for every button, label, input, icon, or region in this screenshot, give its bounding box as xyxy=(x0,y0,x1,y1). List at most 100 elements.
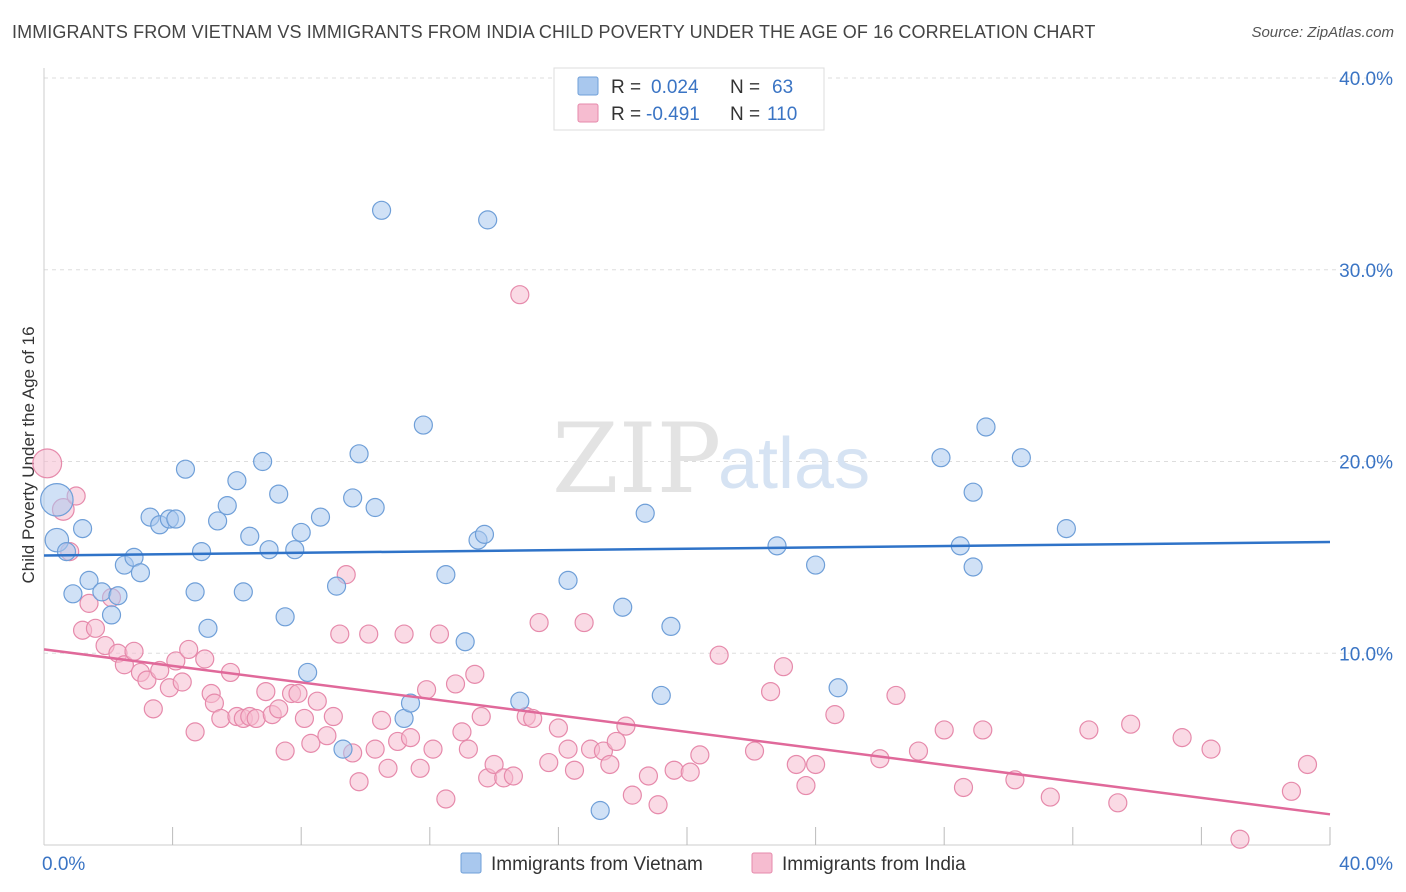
india-point-59 xyxy=(458,739,478,759)
india-point-66 xyxy=(510,285,530,305)
bottom-legend-label-india: Immigrants from India xyxy=(782,854,966,875)
chart-source: Source: ZipAtlas.com xyxy=(1251,24,1394,41)
india-point-45 xyxy=(359,624,379,644)
india-point-44 xyxy=(349,772,369,792)
india-point-55 xyxy=(429,624,450,644)
india-point-68 xyxy=(523,708,543,729)
india-point-96 xyxy=(908,741,929,761)
vietnam-point-41 xyxy=(413,415,433,435)
vietnam-point-2 xyxy=(56,542,77,562)
india-point-0 xyxy=(32,448,63,479)
bottom-legend-swatch-india xyxy=(751,852,773,874)
india-point-78 xyxy=(606,731,626,752)
india-point-79 xyxy=(616,716,636,736)
vietnam-point-23 xyxy=(233,582,253,602)
india-point-39 xyxy=(317,726,337,746)
india-point-50 xyxy=(394,624,414,644)
india-point-54 xyxy=(423,739,443,759)
vietnam-point-28 xyxy=(275,607,295,627)
legend-n-label-vietnam: N = xyxy=(730,77,760,98)
vietnam-point-4 xyxy=(79,570,99,590)
watermark-atlas: atlas xyxy=(718,424,870,504)
india-point-103 xyxy=(1108,793,1128,813)
india-point-52 xyxy=(410,758,430,778)
india-point-98 xyxy=(953,777,974,798)
vietnam-point-56 xyxy=(828,678,848,698)
india-point-72 xyxy=(558,739,578,759)
vietnam-point-40 xyxy=(400,693,421,713)
vietnam-point-18 xyxy=(191,542,212,562)
india-point-87 xyxy=(744,741,765,761)
legend-n-value-india: 110 xyxy=(767,104,797,125)
legend-swatch-india xyxy=(577,103,599,123)
india-point-102 xyxy=(1079,720,1099,740)
india-point-73 xyxy=(564,760,585,780)
india-point-14 xyxy=(143,699,163,719)
india-point-35 xyxy=(288,683,308,704)
legend-r-label-vietnam: R = xyxy=(611,77,641,98)
y-tick-label-1: 20.0% xyxy=(1339,453,1393,474)
vietnam-point-45 xyxy=(474,524,495,544)
trend-lines xyxy=(43,540,1331,816)
india-point-13 xyxy=(137,670,157,690)
legend-swatch-vietnam xyxy=(577,76,599,96)
vietnam-point-60 xyxy=(963,557,983,577)
vietnam-point-36 xyxy=(349,444,369,464)
vietnam-point-0 xyxy=(40,483,74,517)
india-point-91 xyxy=(796,775,816,796)
india-point-77 xyxy=(600,754,620,775)
series-legend: Immigrants from Vietnam Immigrants from … xyxy=(460,852,966,875)
vietnam-point-46 xyxy=(478,210,498,230)
india-point-105 xyxy=(1172,728,1192,748)
india-point-51 xyxy=(400,728,421,748)
y-tick-label-2: 30.0% xyxy=(1339,261,1393,282)
vietnam-point-47 xyxy=(510,691,530,711)
y-tick-label-3: 40.0% xyxy=(1339,69,1393,90)
india-point-97 xyxy=(934,720,954,740)
india-point-63 xyxy=(484,754,504,775)
vietnam-point-21 xyxy=(217,496,237,516)
vietnam-point-37 xyxy=(365,497,385,518)
vietnam-point-54 xyxy=(767,536,787,556)
legend-n-value-vietnam: 63 xyxy=(772,77,793,98)
trend-line-india xyxy=(43,648,1331,816)
vietnam-point-51 xyxy=(635,503,655,523)
trend-line-vietnam xyxy=(43,540,1331,557)
india-point-84 xyxy=(680,762,700,782)
india-point-80 xyxy=(622,785,642,805)
vietnam-point-63 xyxy=(1056,519,1076,539)
india-point-90 xyxy=(786,754,806,775)
india-point-69 xyxy=(529,612,549,633)
vietnam-point-55 xyxy=(805,555,826,575)
india-point-46 xyxy=(365,739,385,759)
india-point-93 xyxy=(825,705,845,725)
vietnam-point-50 xyxy=(613,597,633,617)
vietnam-point-25 xyxy=(253,451,273,472)
india-point-74 xyxy=(574,612,594,633)
india-point-101 xyxy=(1040,787,1060,807)
india-point-18 xyxy=(172,672,192,692)
vietnam-point-32 xyxy=(310,507,331,527)
y-tick-label-0: 10.0% xyxy=(1339,644,1393,665)
vietnam-point-42 xyxy=(436,565,456,585)
india-point-108 xyxy=(1281,781,1302,801)
india-point-60 xyxy=(465,664,485,684)
india-point-106 xyxy=(1201,739,1221,759)
india-point-41 xyxy=(330,624,350,644)
india-point-19 xyxy=(179,639,199,660)
vietnam-point-53 xyxy=(651,685,671,706)
legend-n-label-india: N = xyxy=(730,104,760,125)
india-point-82 xyxy=(648,795,668,815)
watermark: ZIP atlas xyxy=(552,403,870,515)
india-point-107 xyxy=(1230,829,1250,849)
india-point-99 xyxy=(973,720,993,740)
vietnam-point-16 xyxy=(175,459,196,479)
legend-r-label-india: R = xyxy=(611,104,641,125)
vietnam-point-5 xyxy=(63,584,83,604)
india-point-24 xyxy=(211,708,231,729)
india-point-29 xyxy=(246,708,266,729)
vietnam-point-43 xyxy=(455,632,475,652)
vietnam-point-61 xyxy=(976,417,996,437)
india-point-48 xyxy=(378,758,398,778)
legend-r-value-india: -0.491 xyxy=(646,104,700,125)
